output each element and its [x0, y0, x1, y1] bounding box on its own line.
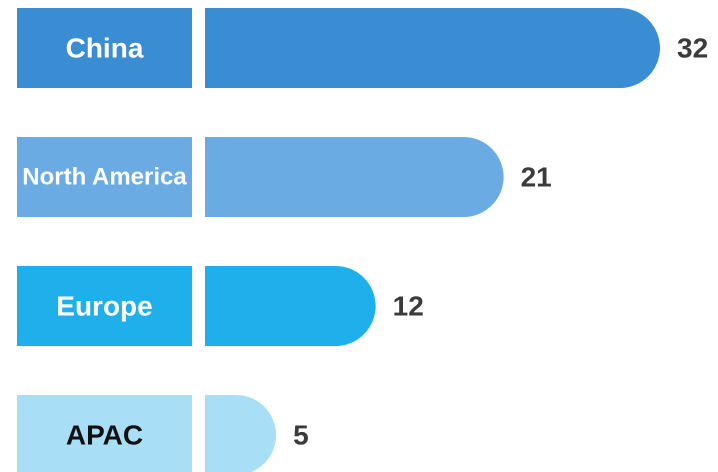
category-label: APAC: [66, 420, 143, 451]
category-box: [17, 395, 192, 472]
value-label: 12: [393, 291, 424, 322]
category-box: [17, 137, 192, 217]
bar: [205, 8, 660, 88]
category-label: China: [66, 33, 144, 64]
category-box: [17, 8, 192, 88]
bar: [205, 137, 504, 217]
bar: [205, 266, 376, 346]
category-box: [17, 266, 192, 346]
value-label: 21: [521, 162, 552, 193]
value-label: 5: [293, 420, 309, 451]
category-label: North America: [22, 164, 187, 191]
value-label: 32: [677, 33, 708, 64]
category-label: Europe: [56, 291, 152, 322]
bar: [205, 395, 277, 472]
